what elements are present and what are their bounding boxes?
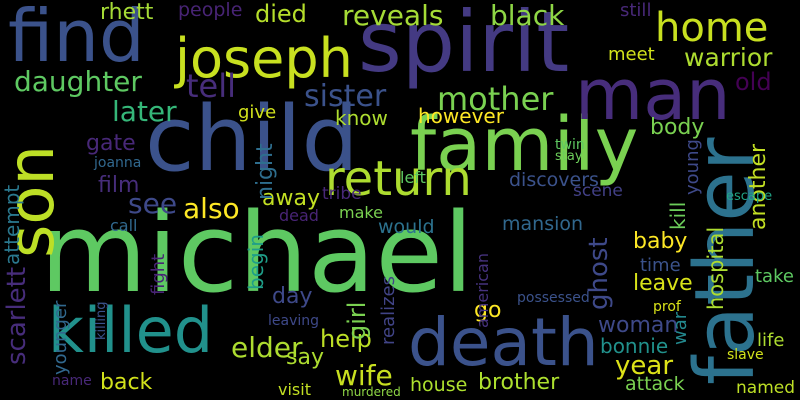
word-film: film [98, 173, 140, 198]
word-joanna: joanna [94, 155, 142, 171]
word-black: black [490, 0, 565, 32]
word-help: help [320, 325, 372, 353]
word-begin: begin [244, 234, 268, 290]
word-young: young [682, 139, 703, 195]
word-realizes: realizes [378, 275, 399, 345]
word-make: make [339, 203, 383, 222]
word-baby: baby [633, 229, 688, 254]
word-later: later [112, 95, 177, 128]
word-child: child [145, 87, 359, 192]
word-woman: woman [598, 313, 679, 338]
word-spirit: spirit [358, 0, 570, 91]
word-still: still [620, 0, 652, 21]
word-attempt: attempt [0, 184, 24, 265]
word-mother: mother [437, 80, 554, 118]
word-tribe: tribe [322, 184, 362, 204]
word-twin: twin [555, 137, 585, 153]
word-night: night [253, 143, 278, 200]
word-time: time [640, 255, 681, 276]
word-murdered: murdered [342, 385, 401, 399]
word-brother: brother [478, 370, 560, 395]
word-call: call [110, 216, 138, 235]
word-man: man [575, 54, 731, 136]
word-killed: killed [48, 294, 214, 367]
word-tell: tell [186, 67, 237, 105]
word-house: house [410, 374, 468, 396]
word-another: another [746, 143, 771, 230]
word-leave: leave [633, 271, 693, 296]
word-bonnie: bonnie [600, 334, 669, 358]
word-mansion: mansion [502, 213, 584, 235]
word-younger: younger [50, 300, 71, 375]
word-girl: girl [343, 301, 371, 340]
word-joseph: joseph [175, 27, 353, 90]
word-sister: sister [304, 79, 387, 114]
word-year: year [615, 351, 674, 381]
word-attack: attack [625, 373, 685, 395]
word-meet: meet [608, 44, 655, 65]
word-reveals: reveals [342, 0, 444, 32]
word-back: back [100, 370, 153, 395]
word-dead: dead [279, 206, 319, 225]
word-home: home [655, 5, 769, 51]
word-scarlett: scarlett [2, 266, 32, 365]
word-left: left [400, 168, 426, 187]
word-old: old [735, 68, 772, 96]
word-day: day [272, 284, 313, 309]
word-know: know [335, 106, 388, 130]
word-say: say [286, 345, 324, 370]
word-go: go [474, 298, 502, 323]
word-possessed: possessed [517, 290, 590, 306]
word-visit: visit [278, 380, 311, 399]
word-fight: fight [148, 253, 169, 295]
word-return: return [325, 151, 472, 207]
word-elder: elder [231, 331, 303, 364]
word-people: people [178, 0, 243, 21]
word-give: give [238, 102, 277, 123]
word-body: body [650, 115, 705, 140]
word-discovers: discovers [509, 169, 599, 191]
word-away: away [262, 186, 320, 211]
word-however: however [418, 104, 504, 128]
word-killing: killing [94, 301, 109, 340]
word-leaving: leaving [268, 313, 320, 329]
word-hospital: hospital [704, 226, 728, 310]
word-ghost: ghost [584, 237, 614, 310]
word-kill: kill [666, 201, 690, 230]
word-wife: wife [335, 359, 393, 392]
word-death: death [408, 304, 599, 381]
word-daughter: daughter [14, 65, 142, 98]
word-escape: escape [726, 189, 773, 204]
word-american: american [473, 253, 492, 328]
word-michael: michael [40, 189, 474, 317]
word-would: would [378, 216, 435, 238]
word-name: name [52, 373, 92, 389]
word-family: family [410, 102, 639, 188]
word-prof: prof [653, 299, 681, 315]
word-died: died [255, 0, 307, 28]
word-stay: stay [555, 149, 583, 164]
word-see: see [128, 187, 178, 220]
word-scene: scene [573, 181, 623, 201]
word-named: named [736, 378, 796, 398]
word-life: life [757, 330, 785, 351]
word-gate: gate [86, 131, 136, 156]
word-slave: slave [727, 347, 764, 363]
word-find: find [8, 0, 145, 78]
word-war: war [670, 311, 691, 345]
word-also: also [183, 192, 240, 225]
word-take: take [755, 266, 794, 287]
word-warrior: warrior [684, 43, 773, 72]
word-rhett: rhett [100, 0, 154, 25]
